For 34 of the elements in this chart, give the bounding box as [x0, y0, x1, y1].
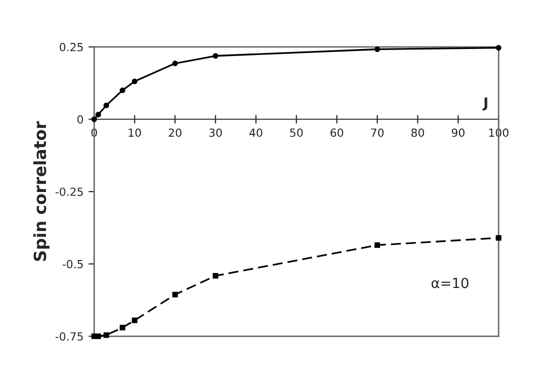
x-tick-label: 30 [209, 128, 222, 137]
point [212, 53, 218, 59]
point [120, 324, 126, 330]
x-tick-label: 40 [249, 128, 262, 137]
point [172, 292, 178, 298]
point [95, 112, 101, 118]
point [496, 235, 502, 241]
y-tick-label: -0.75 [56, 332, 83, 341]
point [95, 333, 101, 340]
x-tick-label: 60 [330, 128, 344, 137]
x-tick-label: 50 [290, 128, 303, 137]
x-tick-label: 10 [128, 128, 141, 137]
x-tick-label: 70 [371, 128, 384, 137]
x-tick-label: 90 [452, 128, 464, 137]
x-tick-label: 80 [411, 128, 424, 137]
x-tick-label: 20 [168, 128, 182, 137]
y-axis-title: Spin correlator [33, 121, 50, 261]
point [212, 273, 218, 279]
y-tick-label: 0.25 [60, 42, 83, 52]
point [120, 88, 126, 94]
point [374, 242, 380, 248]
point [91, 116, 97, 122]
y-tick-label: 0 [77, 115, 84, 124]
point [374, 46, 380, 52]
point [132, 318, 138, 324]
annotation: α=10 [432, 278, 468, 288]
annotation: J [482, 98, 488, 110]
y-tick-label: -0.25 [56, 188, 83, 196]
point [132, 78, 138, 84]
point [172, 60, 178, 66]
point [496, 45, 502, 51]
point [104, 102, 110, 108]
point [104, 332, 110, 338]
y-tick-label: -0.5 [62, 260, 83, 268]
